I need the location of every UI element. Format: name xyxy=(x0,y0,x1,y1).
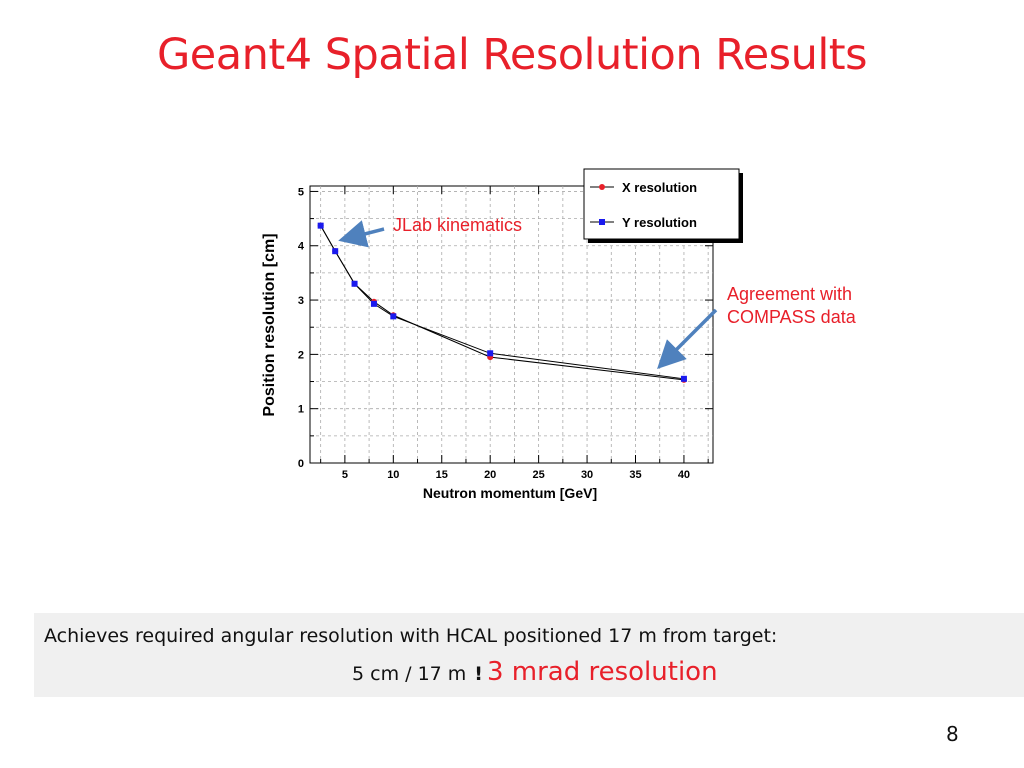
y-resolution-point xyxy=(370,300,377,307)
summary-arrow-symbol: ! xyxy=(474,663,483,685)
x-tick-label: 40 xyxy=(678,469,690,481)
x-tick-label: 5 xyxy=(342,469,348,481)
y-resolution-point xyxy=(390,313,397,320)
x-tick-label: 30 xyxy=(581,469,593,481)
compass-annotation-line2: COMPASS data xyxy=(727,307,856,327)
y-resolution-point xyxy=(487,350,494,357)
summary-ratio: 5 cm / 17 m xyxy=(352,663,467,685)
legend-y-marker xyxy=(599,219,605,225)
grid-lines xyxy=(310,186,713,463)
y-tick-label: 2 xyxy=(298,349,304,361)
y-resolution-point xyxy=(317,222,324,229)
y-tick-label: 3 xyxy=(298,295,304,307)
y-axis-label: Position resolution [cm] xyxy=(261,233,278,416)
compass-annotation-line1: Agreement with xyxy=(727,284,853,304)
x-tick-label: 25 xyxy=(533,469,545,481)
y-tick-label: 0 xyxy=(298,458,304,470)
legend: X resolution Y resolution xyxy=(583,168,743,243)
compass-annotation: Agreement with COMPASS data xyxy=(727,283,856,329)
legend-x-marker xyxy=(599,184,605,190)
summary-box: Achieves required angular resolution wit… xyxy=(34,613,1024,697)
y-tick-label: 5 xyxy=(298,186,304,198)
y-resolution-point xyxy=(351,280,358,287)
legend-y-label: Y resolution xyxy=(622,215,697,230)
summary-line2: 5 cm / 17 m! 3 mrad resolution xyxy=(352,657,718,687)
x-tick-label: 15 xyxy=(436,469,448,481)
y-tick-label: 1 xyxy=(298,404,304,416)
x-tick-label: 20 xyxy=(484,469,496,481)
x-tick-label: 35 xyxy=(629,469,641,481)
page-number: 8 xyxy=(946,722,959,746)
series-layer xyxy=(317,222,687,383)
axis-ticks: 5 10 15 20 25 30 35 40 0 1 2 3 4 5 xyxy=(298,186,713,481)
summary-result: 3 mrad resolution xyxy=(486,657,718,687)
jlab-annotation: JLab kinematics xyxy=(393,215,523,235)
compass-arrow xyxy=(657,308,718,369)
summary-line1: Achieves required angular resolution wit… xyxy=(44,625,778,647)
slide-title: Geant4 Spatial Resolution Results xyxy=(156,30,868,80)
legend-x-label: X resolution xyxy=(622,180,697,195)
x-tick-label: 10 xyxy=(387,469,399,481)
x-axis-label: Neutron momentum [GeV] xyxy=(423,485,597,501)
y-resolution-point xyxy=(680,375,687,382)
jlab-arrow xyxy=(338,220,385,248)
y-tick-label: 4 xyxy=(298,241,305,253)
y-resolution-point xyxy=(332,248,339,255)
